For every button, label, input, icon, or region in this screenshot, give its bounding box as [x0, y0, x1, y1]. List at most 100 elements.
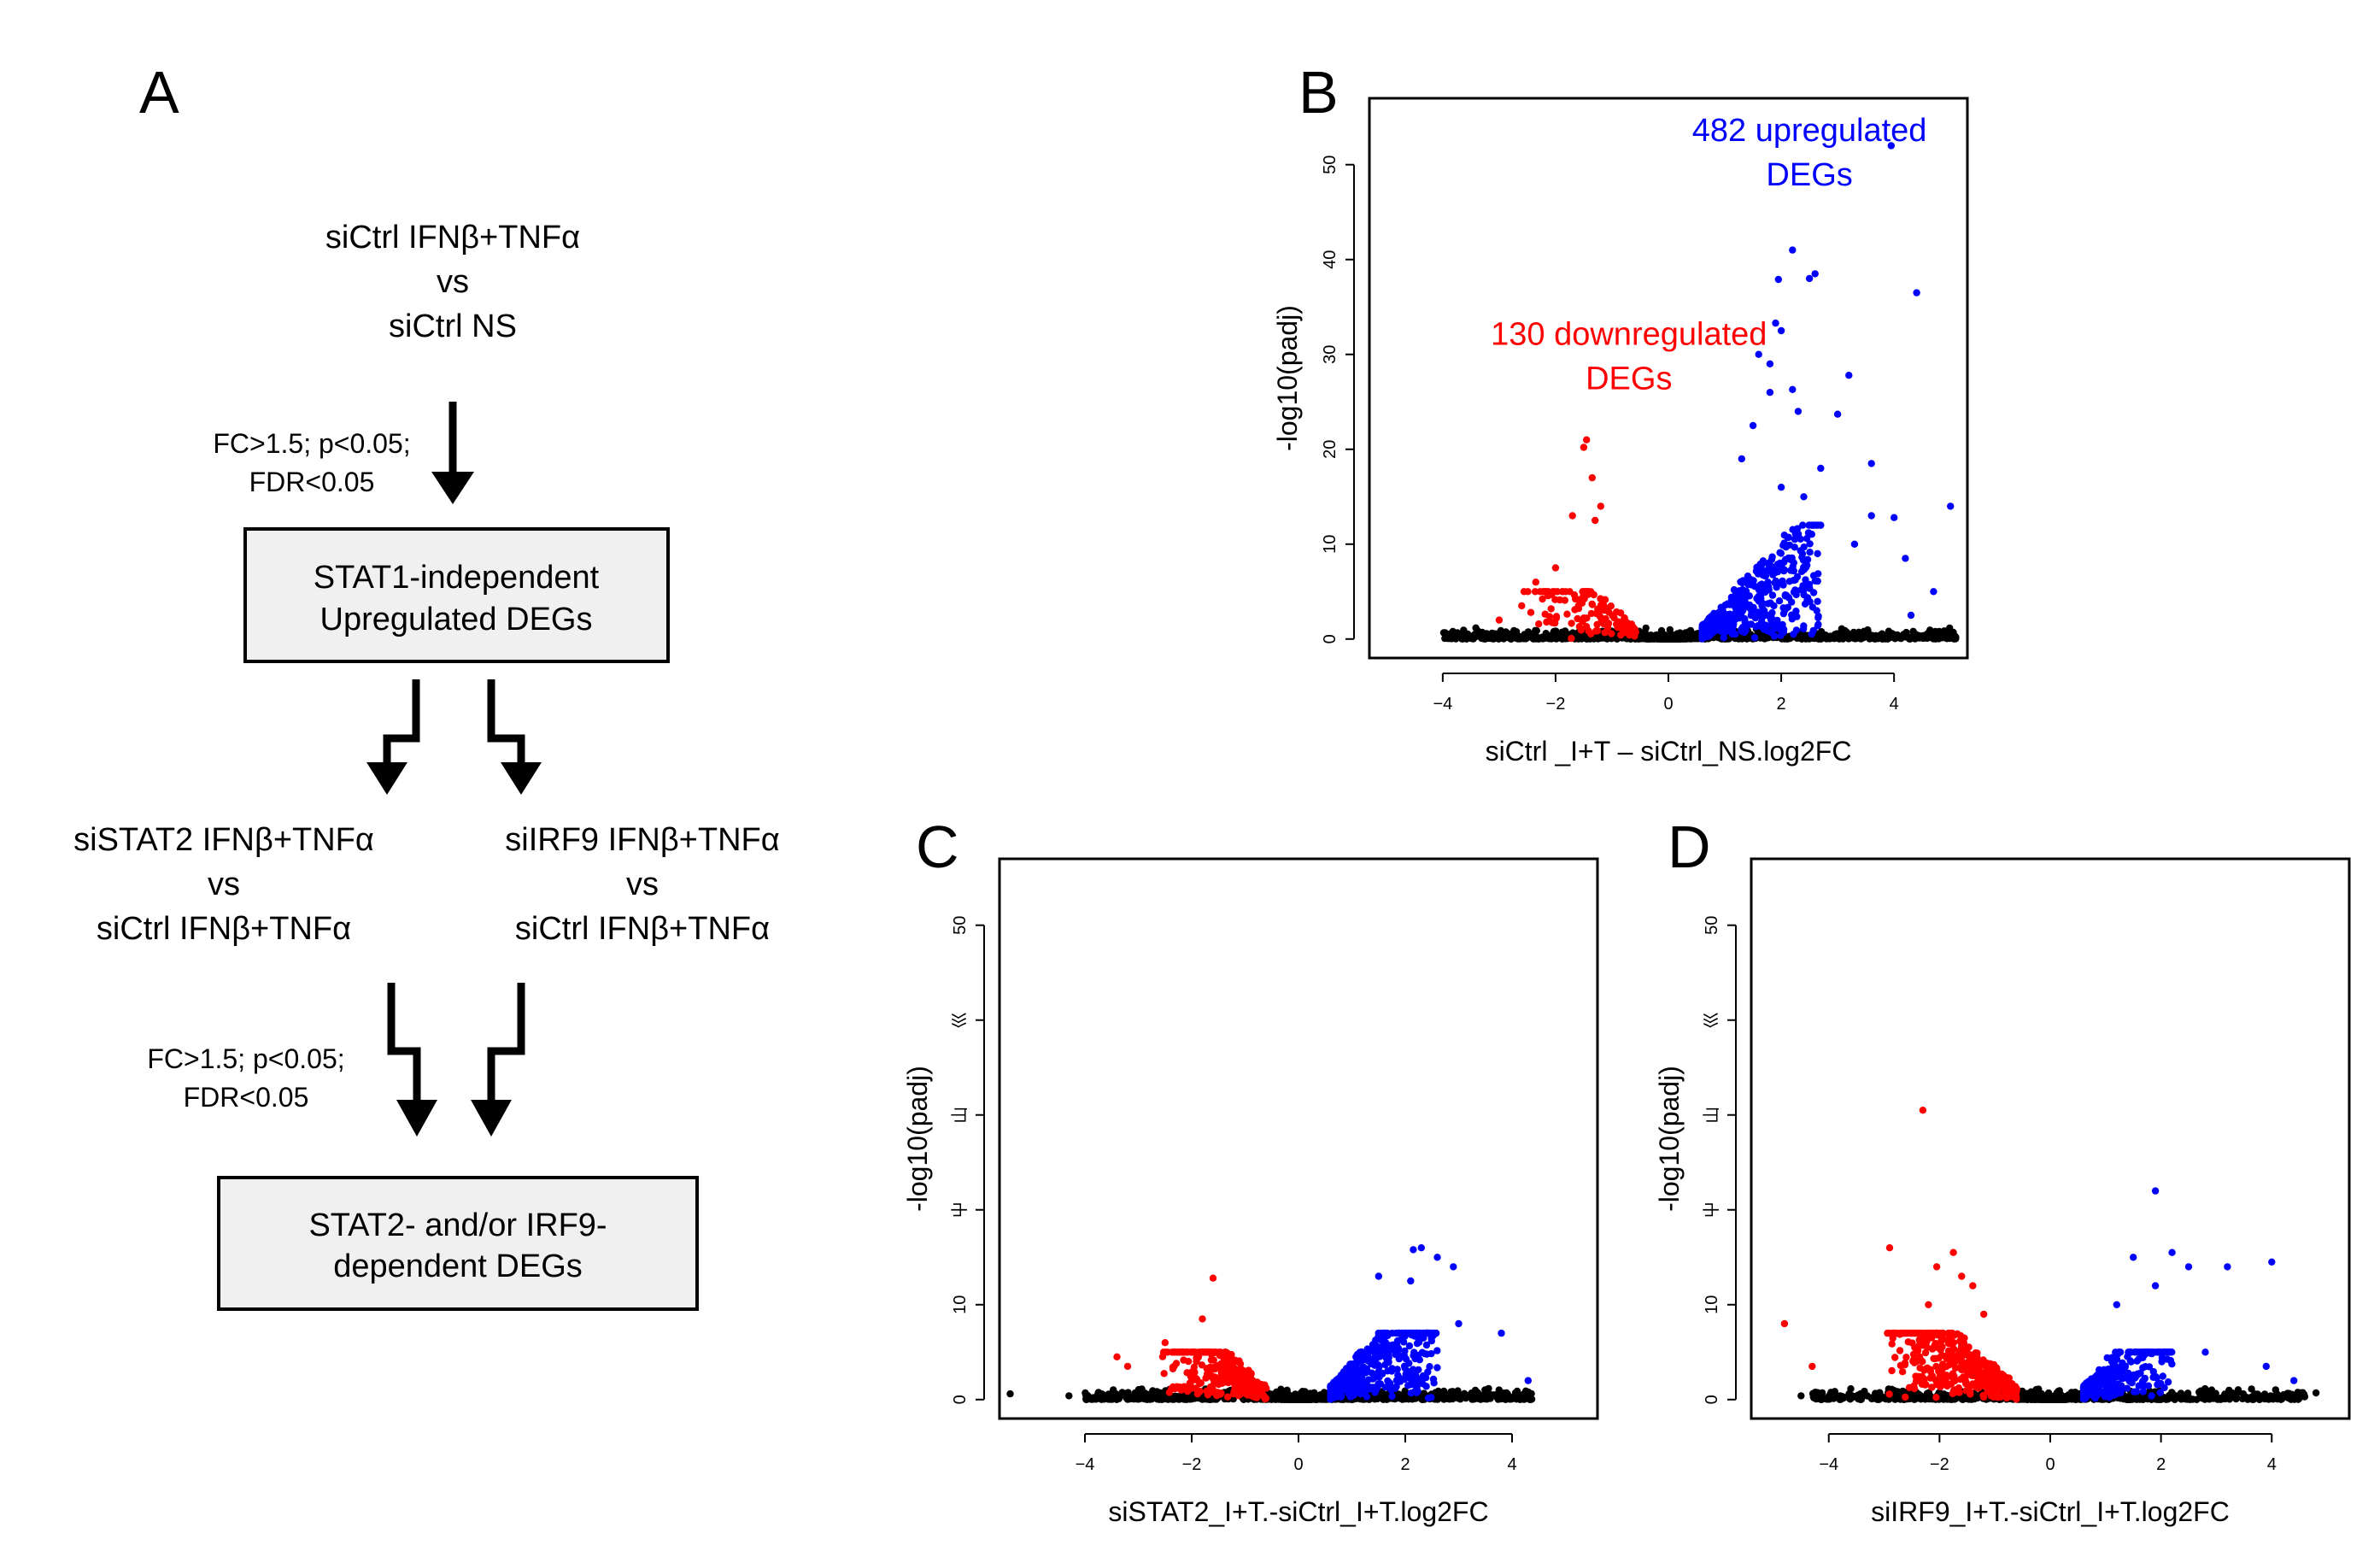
downregulated-point	[1183, 1369, 1191, 1377]
ns-point	[1454, 1387, 1462, 1395]
upregulated-point	[1814, 614, 1822, 622]
x-tick-label: 0	[2045, 1455, 2055, 1474]
y-tick-label: 10	[1703, 1295, 1721, 1314]
ns-point	[1483, 635, 1491, 643]
downregulated-point	[1608, 630, 1615, 637]
ns-point	[2035, 1385, 2043, 1393]
upregulated-point	[1753, 563, 1761, 571]
ns-point	[1578, 635, 1586, 643]
upregulated-point	[1362, 1378, 1370, 1386]
upregulated-point	[1806, 540, 1814, 548]
upregulated-point	[1780, 567, 1788, 575]
ns-point	[1937, 1394, 1946, 1401]
downregulated-point	[1588, 601, 1597, 608]
downregulated-point	[1547, 605, 1555, 613]
upregulated-point	[1817, 464, 1825, 473]
downregulated-point	[1250, 1378, 1257, 1387]
ns-point	[1914, 1390, 1923, 1398]
ns-point	[1835, 1394, 1843, 1402]
upregulated-point	[1363, 1393, 1371, 1401]
arrow-1	[431, 402, 474, 504]
upregulated-point	[1403, 1329, 1410, 1337]
ns-point	[2250, 1394, 2258, 1401]
upregulated-point	[1378, 1345, 1386, 1354]
downregulated-point	[1176, 1385, 1184, 1393]
ns-point	[2066, 1393, 2074, 1401]
downregulated-point	[1177, 1348, 1185, 1356]
upregulated-point	[1427, 1349, 1435, 1358]
upregulated-point	[1775, 597, 1784, 605]
upregulated-point	[1392, 1383, 1400, 1390]
ns-point	[1471, 631, 1479, 638]
ns-point	[1932, 635, 1939, 643]
plot-frame	[1368, 97, 1969, 660]
upregulated-point	[1816, 521, 1825, 529]
upregulated-point	[1762, 572, 1770, 579]
upregulated-point	[1421, 1349, 1428, 1358]
downregulated-point	[1495, 616, 1504, 624]
scatter-points	[1006, 1244, 1536, 1404]
y-tick-label: 50	[1703, 916, 1721, 935]
upregulated-point	[1450, 1263, 1457, 1271]
upregulated-point	[1345, 1389, 1353, 1396]
y-tick-label: 10	[951, 1295, 970, 1314]
ns-point	[1508, 1395, 1516, 1403]
downregulated-point	[1205, 1348, 1212, 1356]
upregulated-point	[1455, 1319, 1463, 1328]
criteria-1-line-2: FDR<0.05	[249, 467, 375, 497]
upregulated-point	[1799, 587, 1808, 595]
ns-point	[1432, 1389, 1439, 1396]
upregulated-point	[1791, 535, 1799, 543]
y-tick-label: ⼮	[951, 1012, 970, 1029]
upregulated-point	[1393, 1366, 1401, 1373]
ns-point	[2266, 1395, 2273, 1403]
downregulated-point	[1592, 516, 1599, 525]
split-arrows	[383, 679, 525, 765]
downregulated-point	[1159, 1348, 1168, 1356]
y-tick-label: 0	[951, 1395, 970, 1404]
panel-a: A siCtrl IFNβ+TNFα vs siCtrl NS FC>1.5; …	[73, 59, 780, 1311]
plot-frame	[998, 857, 1599, 1420]
upregulated-point	[1806, 597, 1814, 606]
downregulated-point	[1539, 595, 1546, 603]
ns-point	[1445, 631, 1452, 638]
ns-point	[1913, 632, 1920, 641]
panel-c-letter: C	[916, 814, 959, 880]
ns-point	[2130, 1394, 2137, 1401]
ns-point	[2229, 1392, 2236, 1401]
ns-point	[1471, 1386, 1480, 1395]
upregulated-point	[1424, 1394, 1433, 1402]
upregulated-point	[1363, 1345, 1372, 1353]
upregulated-point	[1800, 543, 1808, 551]
comparison-1: siCtrl IFNβ+TNFα vs siCtrl NS	[325, 220, 580, 344]
box-1-line-2: Upregulated DEGs	[320, 602, 593, 637]
downregulated-point	[1596, 613, 1604, 620]
upregulated-point	[1699, 621, 1707, 629]
ns-point	[1469, 1395, 1478, 1403]
downregulated-point	[1527, 608, 1535, 616]
upregulated-point	[1388, 1367, 1396, 1375]
downregulated-point	[1218, 1379, 1226, 1388]
upregulated-point	[1773, 561, 1781, 568]
upregulated-point	[1773, 625, 1781, 632]
downregulated-point	[1193, 1354, 1202, 1362]
criteria-2: FC>1.5; p<0.05; FDR<0.05	[147, 1043, 344, 1113]
upregulated-point	[1814, 577, 1821, 585]
downregulated-point	[1572, 595, 1580, 603]
x-tick-label: 0	[1663, 695, 1673, 714]
upregulated-point	[1772, 319, 1779, 327]
comparison-2-left: siSTAT2 IFNβ+TNFα vs siCtrl IFNβ+TNFα	[73, 822, 374, 947]
upregulated-point	[1738, 626, 1745, 633]
y-tick-label: ⼭	[950, 1107, 970, 1124]
ns-point	[2154, 1394, 2162, 1402]
upregulated-point	[1777, 326, 1785, 335]
upregulated-point	[1784, 533, 1791, 542]
downregulated-point	[1203, 1365, 1211, 1372]
ns-point	[1457, 1395, 1464, 1403]
ns-point	[1885, 627, 1893, 635]
ns-point	[1872, 632, 1879, 639]
x-tick-label: −4	[1819, 1455, 1838, 1474]
upregulated-point	[1373, 1384, 1381, 1393]
